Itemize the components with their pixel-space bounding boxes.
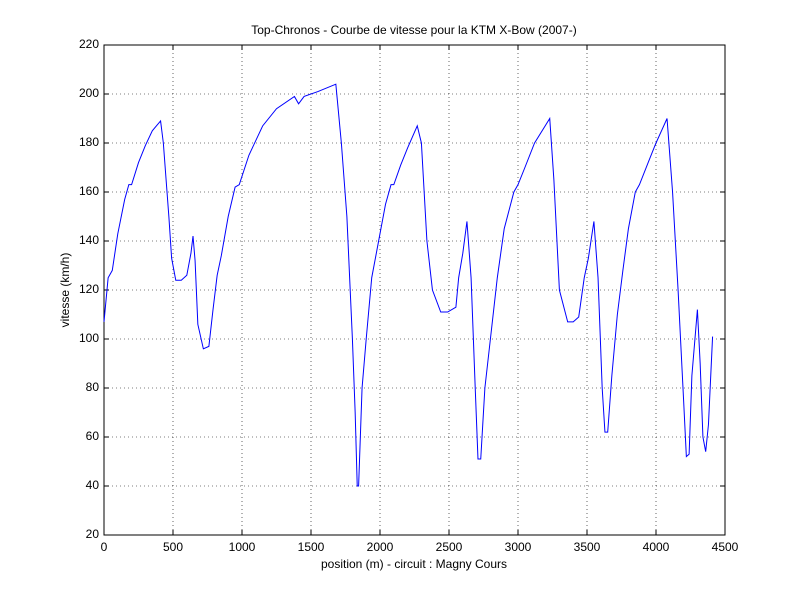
x-tick-label: 3500 (574, 540, 601, 554)
speed-line (103, 83, 714, 487)
y-axis-label: vitesse (km/h) (58, 253, 72, 328)
plot-frame (103, 44, 726, 536)
y-tick-label: 180 (79, 135, 99, 149)
x-tick-label: 2000 (367, 540, 394, 554)
y-tick-label: 120 (79, 282, 99, 296)
x-tick-label: 4000 (643, 540, 670, 554)
x-tick-label: 0 (101, 540, 108, 554)
y-tick-label: 80 (86, 380, 100, 394)
x-tick-label: 3000 (505, 540, 532, 554)
y-tick-label: 140 (79, 233, 99, 247)
x-tick-label: 500 (163, 540, 183, 554)
chart-title: Top-Chronos - Courbe de vitesse pour la … (251, 23, 576, 37)
x-tick-label: 1000 (229, 540, 256, 554)
y-tick-label: 40 (86, 478, 100, 492)
y-tick-label: 160 (79, 184, 99, 198)
y-tick-label: 200 (79, 86, 99, 100)
x-tick-label: 1500 (298, 540, 325, 554)
y-tick-label: 100 (79, 331, 99, 345)
y-tick-label: 60 (86, 429, 100, 443)
y-tick-label: 220 (79, 37, 99, 51)
x-tick-label: 2500 (436, 540, 463, 554)
y-tick-label: 20 (86, 527, 100, 541)
x-tick-label: 4500 (712, 540, 739, 554)
x-axis-label: position (m) - circuit : Magny Cours (321, 557, 507, 571)
